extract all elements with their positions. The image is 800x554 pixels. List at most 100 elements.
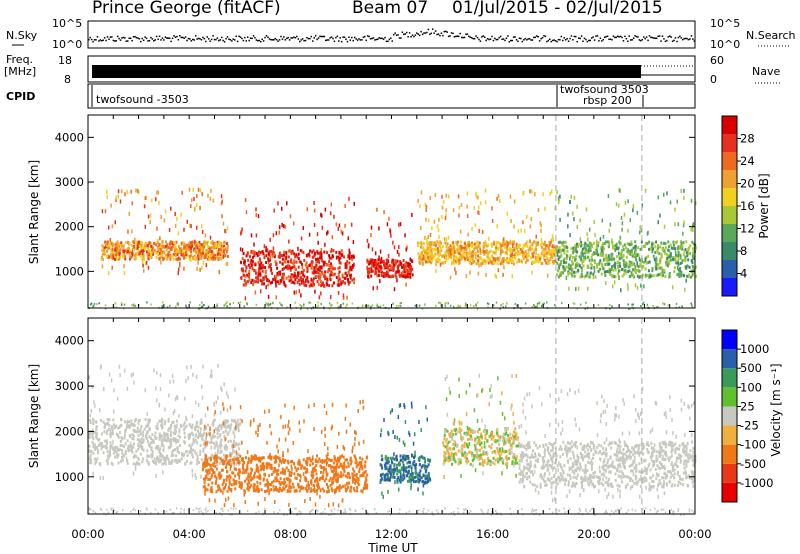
heatmap-cell	[691, 251, 694, 255]
heatmap-cell	[302, 226, 305, 231]
nsky-point	[288, 39, 291, 41]
heatmap-cell	[534, 255, 537, 260]
heatmap-cell	[467, 240, 470, 244]
heatmap-cell	[178, 428, 181, 432]
heatmap-cell	[143, 204, 146, 209]
heatmap-cell	[607, 254, 610, 258]
heatmap-cell	[289, 489, 292, 493]
heatmap-cell	[405, 282, 407, 287]
heatmap-cell	[280, 471, 283, 475]
nsky-point	[690, 35, 693, 37]
heatmap-cell	[497, 258, 500, 262]
heatmap-cell	[430, 261, 433, 265]
heatmap-cell	[365, 476, 368, 480]
heatmap-cell	[192, 372, 194, 377]
heatmap-cell	[158, 419, 161, 423]
heatmap-cell	[187, 242, 190, 246]
heatmap-cell	[487, 243, 490, 247]
heatmap-cell	[167, 250, 170, 254]
heatmap-cell	[230, 461, 233, 465]
nsky-point	[488, 38, 490, 41]
heatmap-cell	[324, 277, 327, 281]
nsky-point	[595, 35, 597, 37]
heatmap-cell	[341, 231, 344, 236]
heatmap-cell	[255, 488, 258, 492]
nsky-point	[223, 40, 226, 43]
heatmap-cell	[275, 479, 278, 483]
heatmap-cell	[228, 425, 231, 429]
heatmap-cell	[644, 273, 647, 277]
heatmap-cell	[271, 253, 274, 257]
nsky-point	[265, 35, 268, 37]
heatmap-cell	[204, 255, 207, 259]
heatmap-cell	[299, 249, 302, 253]
nsky-point	[459, 32, 461, 35]
nsky-point	[511, 39, 513, 42]
heatmap-cell	[115, 195, 118, 200]
heatmap-cell	[453, 254, 456, 258]
nsky-point	[205, 40, 207, 43]
heatmap-cell	[203, 428, 206, 432]
heatmap-cell	[328, 260, 331, 264]
heatmap-cell	[420, 190, 423, 195]
heatmap-cell	[442, 254, 445, 258]
heatmap-cell	[646, 274, 649, 278]
heatmap-cell	[120, 303, 123, 306]
heatmap-cell	[302, 304, 305, 307]
heatmap-cell	[471, 253, 474, 257]
heatmap-cell	[560, 253, 563, 258]
heatmap-cell	[335, 222, 338, 227]
heatmap-cell	[268, 489, 271, 493]
heatmap-cell	[484, 261, 487, 265]
heatmap-cell	[593, 251, 596, 255]
heatmap-cell	[428, 251, 431, 255]
heatmap-cell	[257, 280, 260, 284]
heatmap-cell	[304, 487, 307, 491]
heatmap-cell	[166, 439, 169, 443]
heatmap-cell	[393, 245, 396, 250]
heatmap-cell	[223, 249, 225, 254]
heatmap-cell	[102, 445, 105, 449]
heatmap-cell	[294, 255, 297, 259]
heatmap-cell	[330, 487, 333, 491]
heatmap-cell	[330, 270, 333, 274]
heatmap-cell	[555, 251, 558, 255]
heatmap-cell	[257, 214, 260, 219]
heatmap-cell	[177, 439, 180, 443]
heatmap-cell	[368, 267, 371, 271]
nsky-point	[640, 39, 642, 42]
nsky-point	[176, 35, 178, 38]
heatmap-cell	[93, 400, 95, 405]
heatmap-cell	[403, 267, 405, 272]
heatmap-cell	[447, 194, 450, 199]
heatmap-cell	[628, 274, 631, 278]
heatmap-cell	[179, 435, 182, 439]
heatmap-cell	[484, 188, 487, 193]
heatmap-cell	[374, 272, 377, 276]
heatmap-cell	[273, 208, 275, 213]
heatmap-cell	[324, 242, 326, 247]
heatmap-cell	[515, 251, 518, 255]
heatmap-cell	[191, 414, 194, 419]
heatmap-cell	[688, 252, 691, 256]
heatmap-cell	[191, 455, 194, 459]
heatmap-cell	[404, 267, 407, 272]
nsky-point	[512, 36, 515, 38]
heatmap-cell	[253, 269, 256, 273]
heatmap-cell	[586, 255, 589, 259]
heatmap-cell	[249, 255, 252, 259]
heatmap-cell	[455, 255, 458, 259]
heatmap-cell	[571, 256, 574, 260]
heatmap-cell	[406, 269, 409, 273]
heatmap-cell	[340, 249, 343, 253]
nsky-point	[329, 37, 331, 39]
heatmap-cell	[602, 254, 605, 258]
heatmap-cell	[92, 421, 95, 425]
heatmap-cell	[632, 273, 635, 278]
nsky-point	[216, 37, 219, 39]
colorbar-segment	[722, 188, 737, 206]
heatmap-cell	[611, 305, 613, 308]
heatmap-cell	[667, 248, 670, 252]
heatmap-cell	[251, 250, 254, 255]
heatmap-cell	[371, 247, 374, 252]
